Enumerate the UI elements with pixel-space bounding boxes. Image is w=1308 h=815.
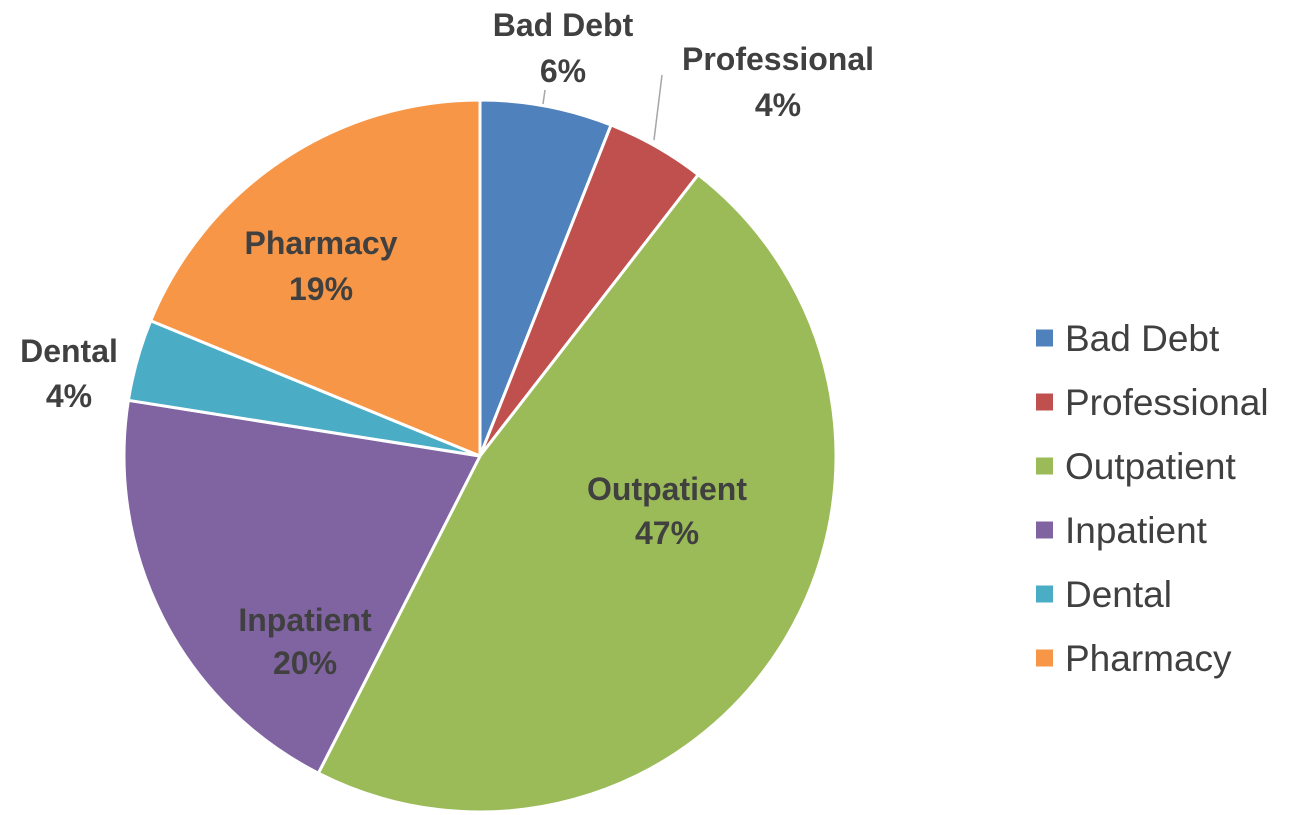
pie-slice-inpatient — [122, 398, 482, 775]
slice-label-percent-inpatient: 20% — [273, 645, 337, 681]
slice-label-percent-bad-debt: 6% — [540, 53, 586, 89]
slice-labels: Bad Debt 6% Professional 4% Outpatient 47% Inp… — [20, 7, 874, 681]
legend-label-pharmacy: Pharmacy — [1065, 638, 1232, 679]
legend-swatch-outpatient — [1036, 457, 1053, 475]
slice-label-name-dental: Dental — [20, 333, 118, 369]
legend-swatch-pharmacy — [1036, 649, 1053, 667]
legend-label-bad-debt: Bad Debt — [1065, 318, 1220, 359]
leader-line-professional — [653, 74, 663, 141]
slice-label-percent-pharmacy: 19% — [289, 271, 353, 307]
slice-label-percent-outpatient: 47% — [635, 515, 699, 551]
legend-label-inpatient: Inpatient — [1065, 510, 1208, 551]
legend-swatch-bad-debt — [1036, 329, 1053, 347]
pie-slices — [122, 98, 838, 814]
legend-label-outpatient: Outpatient — [1065, 446, 1236, 487]
slice-label-name-professional: Professional — [682, 41, 874, 77]
slice-label-name-inpatient: Inpatient — [238, 602, 372, 638]
pie-slice-pharmacy — [149, 98, 482, 458]
legend-swatch-professional — [1036, 393, 1053, 411]
pie-slice-outpatient — [316, 173, 838, 814]
slice-label-percent-dental: 4% — [46, 378, 92, 414]
slice-label-name-pharmacy: Pharmacy — [245, 225, 398, 261]
leader-lines — [542, 74, 663, 141]
slice-label-percent-professional: 4% — [755, 87, 801, 123]
legend-swatch-dental — [1036, 585, 1053, 603]
legend-label-dental: Dental — [1065, 574, 1172, 615]
legend: Bad Debt Professional Outpatient Inpatient D… — [1036, 318, 1269, 679]
legend-label-professional: Professional — [1065, 382, 1269, 423]
slice-label-name-outpatient: Outpatient — [587, 471, 747, 507]
slice-label-name-bad-debt: Bad Debt — [493, 7, 634, 43]
pie-slice-bad-debt — [478, 98, 613, 458]
legend-swatch-inpatient — [1036, 521, 1053, 539]
leader-line-bad-debt — [542, 89, 546, 105]
